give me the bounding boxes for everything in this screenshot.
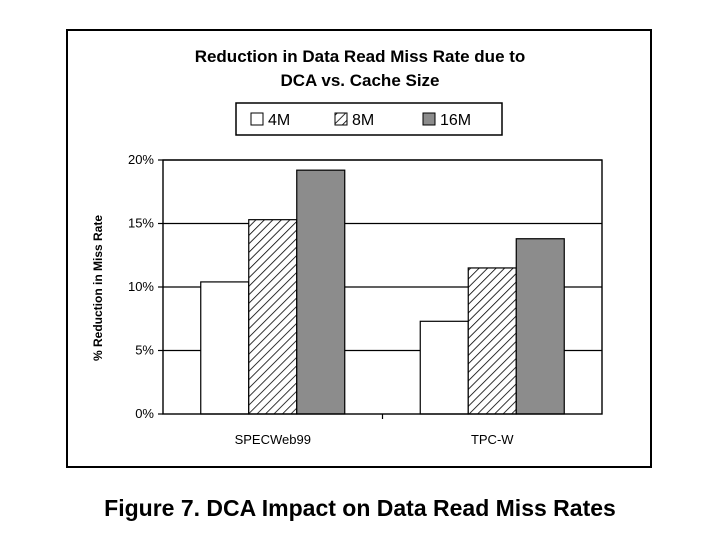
bar-specweb99-16m — [296, 169, 346, 415]
plot-area-border — [162, 159, 603, 415]
y-tick-label: 20% — [128, 152, 154, 167]
y-tick-label: 5% — [135, 343, 154, 358]
y-tick-label: 15% — [128, 216, 154, 231]
legend-box — [235, 102, 503, 136]
legend-label-4m: 4M — [268, 112, 290, 129]
x-category-label: TPC-W — [471, 432, 514, 447]
legend-label-8m: 8M — [352, 112, 374, 129]
x-category-label: SPECWeb99 — [235, 432, 311, 447]
y-tick-label: 0% — [135, 406, 154, 421]
bars — [200, 169, 565, 415]
bar-specweb99-4m — [200, 281, 250, 415]
legend: 4M 8M 16M — [235, 102, 503, 136]
bar-tpc-w-4m — [419, 320, 469, 415]
y-tick-labels: 0% 5% 10% 15% 20% — [128, 152, 154, 421]
legend-label-16m: 16M — [440, 112, 471, 129]
y-axis-label: % Reduction in Miss Rate — [91, 215, 105, 361]
axes — [158, 159, 603, 419]
legend-swatch-8m — [334, 112, 348, 126]
bar-tpc-w-16m — [515, 238, 565, 415]
category-labels: SPECWeb99 TPC-W — [235, 432, 515, 447]
bar-specweb99-8m — [248, 219, 298, 415]
bar-tpc-w-8m — [467, 267, 517, 415]
legend-swatch-16m — [422, 112, 436, 126]
y-tick-label: 10% — [128, 279, 154, 294]
chart-title-line-2: DCA vs. Cache Size — [280, 71, 439, 90]
chart-title-line-1: Reduction in Data Read Miss Rate due to — [195, 47, 526, 66]
legend-swatch-4m — [250, 112, 264, 126]
figure-caption: Figure 7. DCA Impact on Data Read Miss R… — [104, 495, 616, 521]
